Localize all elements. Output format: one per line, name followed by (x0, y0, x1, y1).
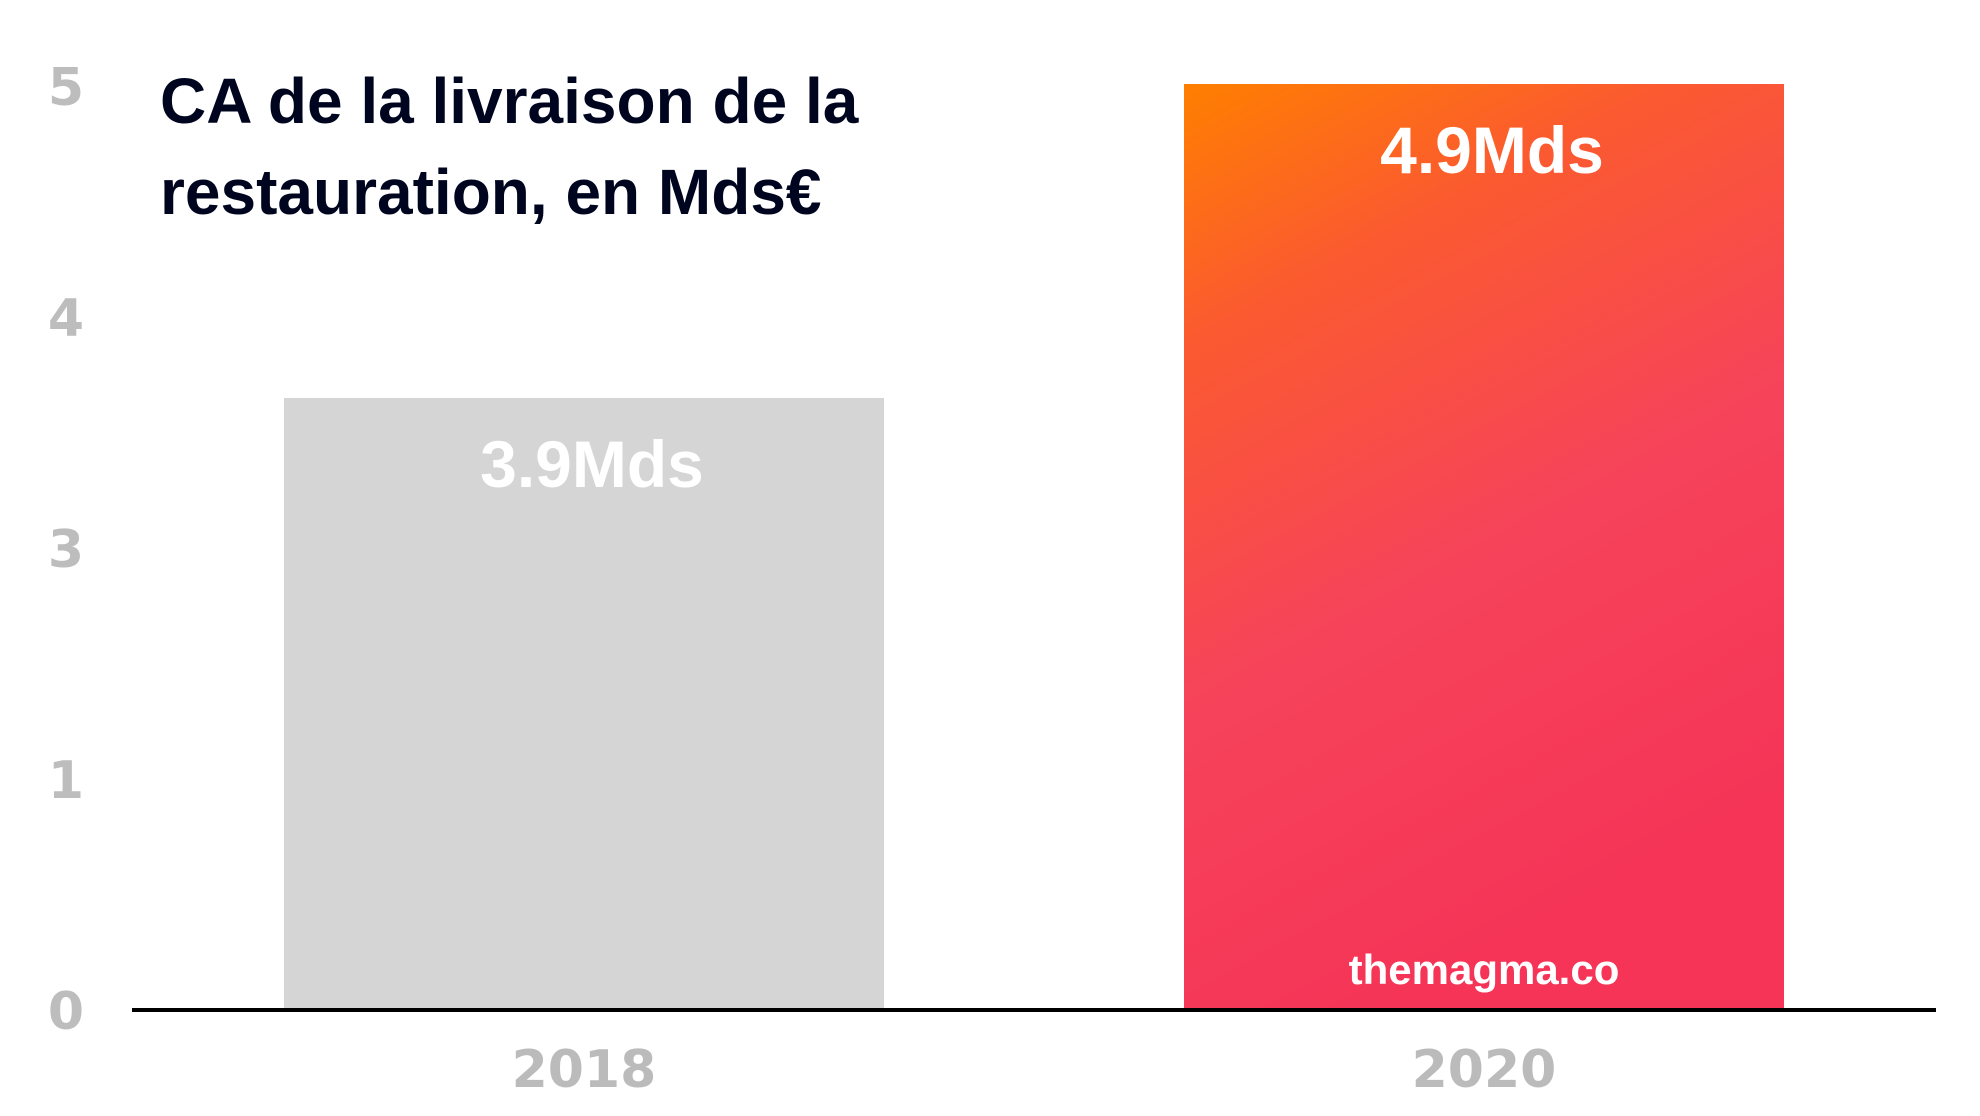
bars (284, 84, 1784, 1010)
bar-data-labels: 3.9Mds 4.9Mds (480, 113, 1604, 501)
x-category-label-2020: 2020 (1412, 1040, 1557, 1100)
chart-title: CA de la livraison de la restauration, e… (160, 56, 858, 238)
bar-2018 (284, 398, 884, 1010)
chart-title-line-2: restauration, en Mds€ (160, 156, 822, 228)
data-label-2018: 3.9Mds (480, 427, 704, 501)
y-tick-label: 1 (48, 751, 84, 811)
data-label-2020: 4.9Mds (1380, 113, 1604, 187)
y-tick-label: 3 (48, 520, 84, 580)
chart-title-line-1: CA de la livraison de la (160, 65, 859, 137)
y-tick-label: 5 (48, 58, 84, 118)
y-tick-label: 4 (48, 289, 84, 349)
y-axis-ticks: 0 1 3 4 5 (48, 58, 84, 1042)
watermark-text: themagma.co (1349, 946, 1620, 993)
y-tick-label: 0 (48, 982, 84, 1042)
x-category-label-2018: 2018 (512, 1040, 657, 1100)
x-axis-category-labels: 2018 2020 (512, 1040, 1557, 1100)
bar-2020 (1184, 84, 1784, 1010)
